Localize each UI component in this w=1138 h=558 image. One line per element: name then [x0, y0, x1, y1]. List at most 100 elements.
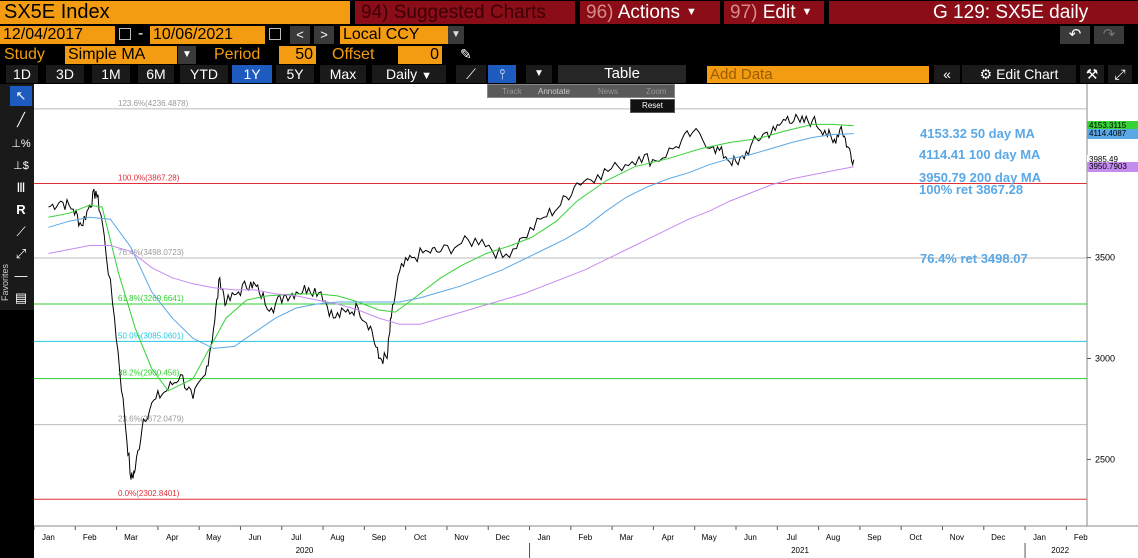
period-ytd-button[interactable]: YTD — [180, 65, 228, 83]
edit-chart-label: Edit Chart — [996, 66, 1059, 82]
trend-line-icon[interactable]: ⟋ — [16, 224, 26, 239]
study-select[interactable]: Simple MA — [65, 46, 177, 64]
fib-level-label: 100.0%(3867.28) — [118, 173, 180, 182]
chevron-right-icon[interactable]: > — [314, 26, 334, 44]
edit-label: Edit — [762, 2, 796, 23]
chevron-down-icon: ▼ — [421, 70, 432, 82]
fullscreen-icon[interactable]: ⤢ — [1108, 65, 1132, 83]
calendar-icon[interactable] — [119, 28, 131, 40]
period-1m-button[interactable]: 1M — [92, 65, 130, 83]
end-date-field[interactable]: 10/06/2021 — [150, 26, 265, 44]
ticker-text: SX5E Index — [4, 1, 110, 23]
frequency-value: Daily — [386, 66, 418, 82]
period-5y-button[interactable]: 5Y — [276, 65, 314, 83]
percent-icon[interactable]: ⊥% — [11, 138, 31, 150]
frequency-select[interactable]: Daily ▼ — [372, 65, 446, 83]
moving-average-line — [48, 133, 854, 349]
period-6m-button[interactable]: 6M — [138, 65, 174, 83]
table-button[interactable]: Table — [558, 65, 686, 83]
bar-chart-icon[interactable]: ⫯ — [488, 65, 516, 83]
moving-average-line — [48, 166, 854, 325]
x-month-label: Jun — [248, 533, 261, 542]
fibonacci-icon[interactable]: Ⅲ — [16, 180, 26, 195]
suggested-num: 94) — [361, 2, 389, 23]
period-toolbar: 1D 3D 1M 6M YTD 1Y 5Y Max Daily ▼ ⟋ ⫯ ▼ … — [0, 65, 1138, 84]
track-tool[interactable]: Track — [502, 87, 522, 96]
dollar-icon[interactable]: ⊥$ — [13, 160, 29, 172]
chevron-left-icon[interactable]: < — [290, 26, 310, 44]
ma50-annotation: 4153.32 50 day MA — [920, 126, 1035, 141]
study-label: Study — [4, 46, 45, 63]
start-date-text: 12/04/2017 — [3, 26, 84, 43]
x-month-label: Mar — [620, 533, 634, 542]
annotate-tool[interactable]: Annotate — [538, 87, 571, 96]
edit-menu-button[interactable]: 97) Edit ▼ — [724, 1, 824, 24]
reset-button[interactable]: Reset — [630, 99, 675, 113]
moving-average-line — [48, 123, 854, 392]
price-series-line — [48, 113, 855, 480]
x-month-label: Dec — [991, 533, 1005, 542]
x-month-label: Nov — [454, 533, 468, 542]
channel-icon[interactable]: ⤢ — [15, 246, 27, 261]
period-1d-button[interactable]: 1D — [6, 65, 38, 83]
zoom-tool[interactable]: Zoom — [646, 87, 667, 96]
start-date-field[interactable]: 12/04/2017 — [0, 26, 115, 44]
actions-num: 96) — [586, 2, 614, 23]
fib-level-label: 38.2%(2900.456) — [118, 369, 180, 378]
table-label: Table — [604, 65, 640, 82]
collapse-icon[interactable]: « — [934, 65, 960, 83]
chevron-down-icon: ▼ — [801, 6, 813, 19]
pencil-icon[interactable]: ✎ — [460, 46, 472, 62]
settings-icon[interactable]: ⚒ — [1080, 65, 1104, 83]
suggested-charts-button[interactable]: 94) Suggested Charts — [355, 1, 575, 24]
x-month-label: Mar — [124, 533, 138, 542]
favorites-tab[interactable]: Favorites — [0, 264, 10, 302]
top-bar: SX5E Index 94) Suggested Charts 96) Acti… — [0, 0, 1138, 25]
fib-level-label: 123.6%(4236.4878) — [118, 99, 189, 108]
line-chart-icon[interactable]: ⟋ — [456, 65, 486, 83]
undo-icon[interactable]: ↶ — [1060, 26, 1090, 44]
actions-menu-button[interactable]: 96) Actions ▼ — [580, 1, 720, 24]
edit-chart-button[interactable]: ⚙ Edit Chart — [962, 65, 1076, 83]
study-value: Simple MA — [68, 46, 146, 63]
reset-label: Reset — [642, 101, 663, 110]
currency-select[interactable]: Local CCY ▼ — [340, 26, 464, 44]
x-month-label: Jun — [744, 533, 757, 542]
ret764-annotation: 76.4% ret 3498.07 — [920, 251, 1028, 266]
parallel-lines-icon[interactable]: ▤ — [14, 290, 28, 305]
chevron-down-icon[interactable]: ▼ — [178, 46, 196, 64]
add-data-input[interactable]: Add Data — [707, 66, 929, 83]
x-month-label: May — [206, 533, 221, 542]
chart-area[interactable]: 123.6%(4236.4878) 100.0%(3867.28) 76.4%(34… — [33, 84, 1138, 558]
x-year-label: 2020 — [296, 546, 314, 555]
period-3d-button[interactable]: 3D — [46, 65, 84, 83]
chevron-down-icon: ▼ — [448, 26, 464, 44]
chevron-down-icon[interactable]: ▼ — [526, 65, 552, 83]
period-max-button[interactable]: Max — [320, 65, 366, 83]
news-tool[interactable]: News — [598, 87, 619, 96]
period-label: 1D — [13, 66, 31, 82]
horizontal-line-icon[interactable]: — — [14, 268, 28, 283]
x-month-label: Apr — [662, 533, 675, 542]
period-label: Period — [214, 46, 261, 63]
price-axis-label: 3985.49 — [1087, 154, 1138, 165]
x-year-label: 2022 — [1051, 546, 1069, 555]
period-input[interactable]: 50 — [279, 46, 316, 64]
redo-icon[interactable]: ↷ — [1094, 26, 1124, 44]
period-label: YTD — [190, 66, 218, 82]
fib-level-label: 61.8%(3269.6641) — [118, 294, 184, 303]
x-month-label: Jul — [291, 533, 301, 542]
period-1y-button[interactable]: 1Y — [232, 65, 272, 83]
cursor-icon[interactable]: ↖ — [10, 86, 32, 106]
offset-input[interactable]: 0 — [398, 46, 442, 64]
ticker-field[interactable]: SX5E Index — [0, 1, 350, 24]
title-text: G 129: SX5E daily — [933, 2, 1089, 23]
x-month-label: Feb — [83, 533, 97, 542]
r-tool-icon[interactable]: R — [16, 202, 26, 217]
draw-line-icon[interactable]: ╱ — [17, 112, 25, 127]
ma200-annotation: 3950.79 200 day MA — [919, 170, 1042, 185]
add-data-placeholder: Add Data — [710, 66, 773, 83]
chart-tools-bar: Track Annotate News Zoom — [487, 84, 675, 98]
actions-label: Actions — [617, 2, 681, 23]
calendar-icon[interactable] — [269, 28, 281, 40]
